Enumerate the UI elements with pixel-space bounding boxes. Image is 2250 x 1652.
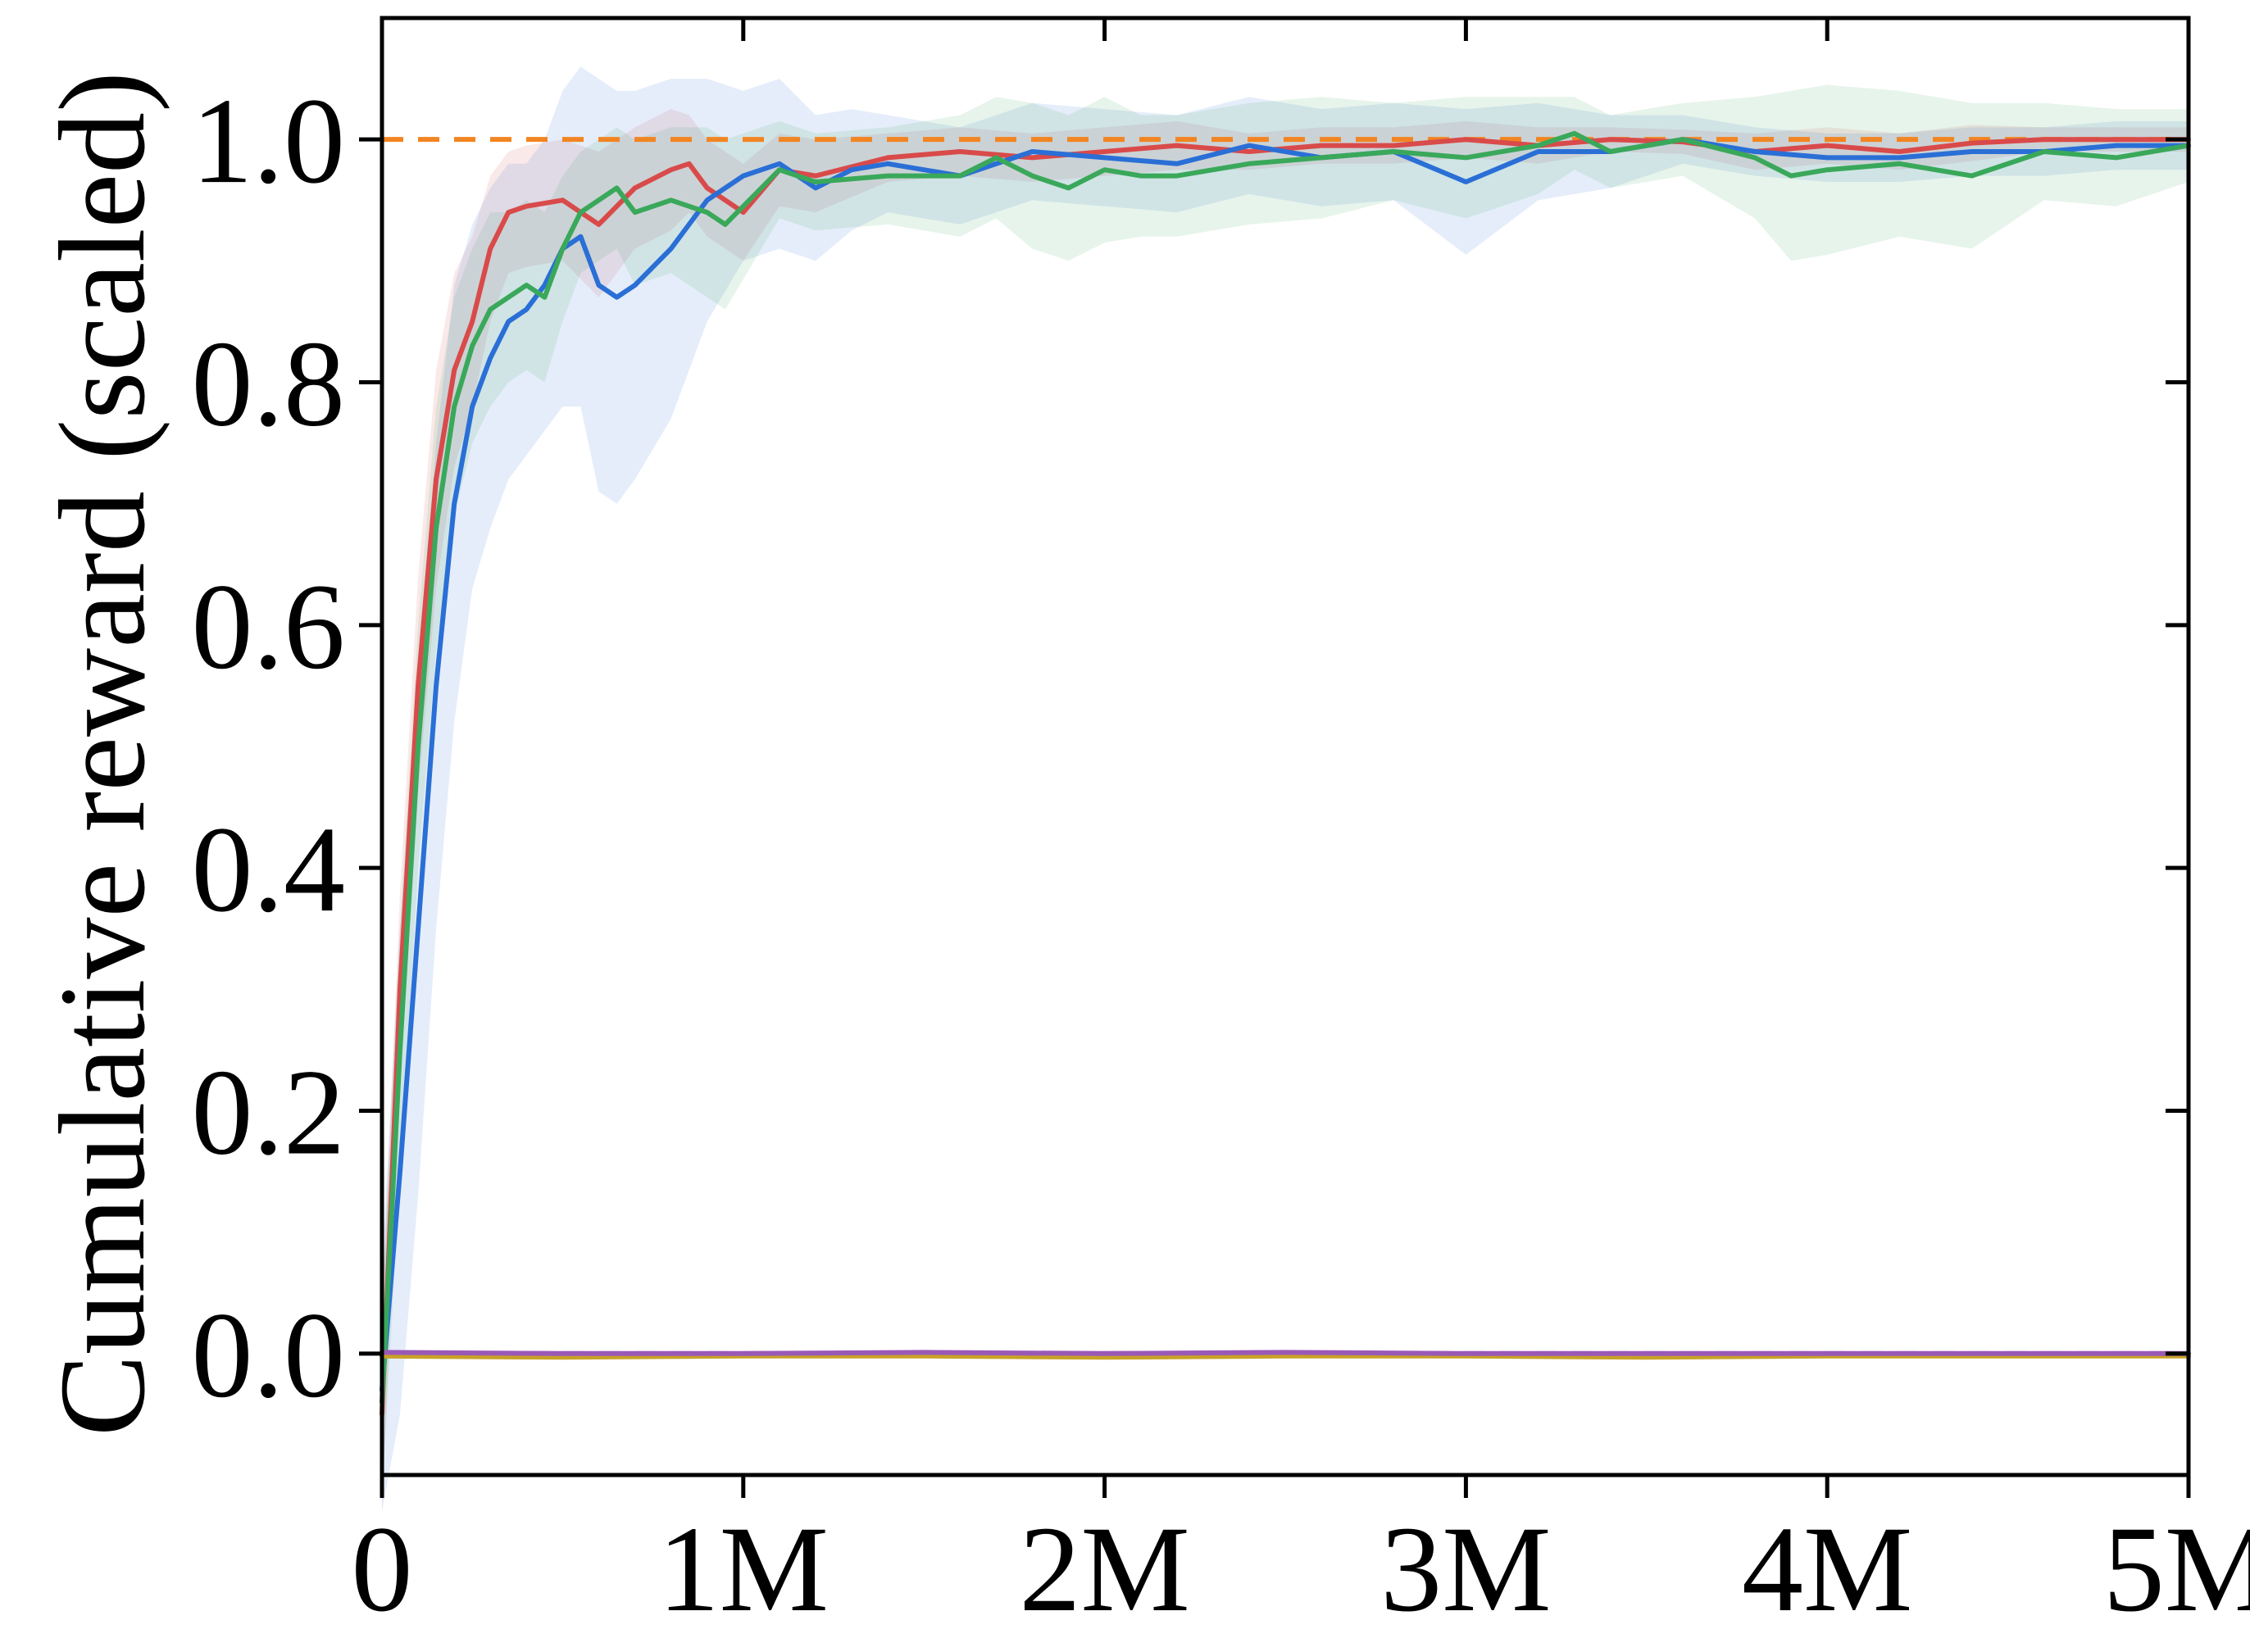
- y-tick-label-5: 1.0: [192, 73, 346, 209]
- axes: 0 1M 2M 3M 4M 5M 0.0 0.2 0.4 0.6 0.8 1.0: [192, 16, 2250, 1637]
- x-tick-label-2: 2M: [1019, 1501, 1189, 1637]
- x-tick-label-4: 4M: [1742, 1501, 1912, 1637]
- y-tick-label-2: 0.4: [192, 801, 346, 937]
- confidence-bands: [382, 66, 2189, 1512]
- series-5-line: [380, 1350, 2191, 1356]
- x-tick-label-5: 5M: [2103, 1501, 2250, 1637]
- y-tick-label-4: 0.8: [192, 316, 346, 452]
- series-2-band: [382, 66, 2189, 1512]
- plot-frame: [380, 16, 2191, 1477]
- series-3-band: [382, 84, 2189, 1500]
- x-tick-label-0: 0: [352, 1501, 413, 1637]
- series-lines: [380, 130, 2191, 1417]
- y-tick-label-0: 0.0: [192, 1287, 346, 1423]
- x-tick-label-3: 3M: [1380, 1501, 1551, 1637]
- series-3-line: [380, 130, 2191, 1405]
- y-axis-label: Cumulative reward (scaled): [34, 71, 170, 1436]
- y-tick-label-1: 0.2: [192, 1045, 346, 1181]
- series-4-line: [380, 1353, 2191, 1360]
- y-tick-label-3: 0.6: [192, 559, 346, 695]
- x-tick-label-1: 1M: [658, 1501, 829, 1637]
